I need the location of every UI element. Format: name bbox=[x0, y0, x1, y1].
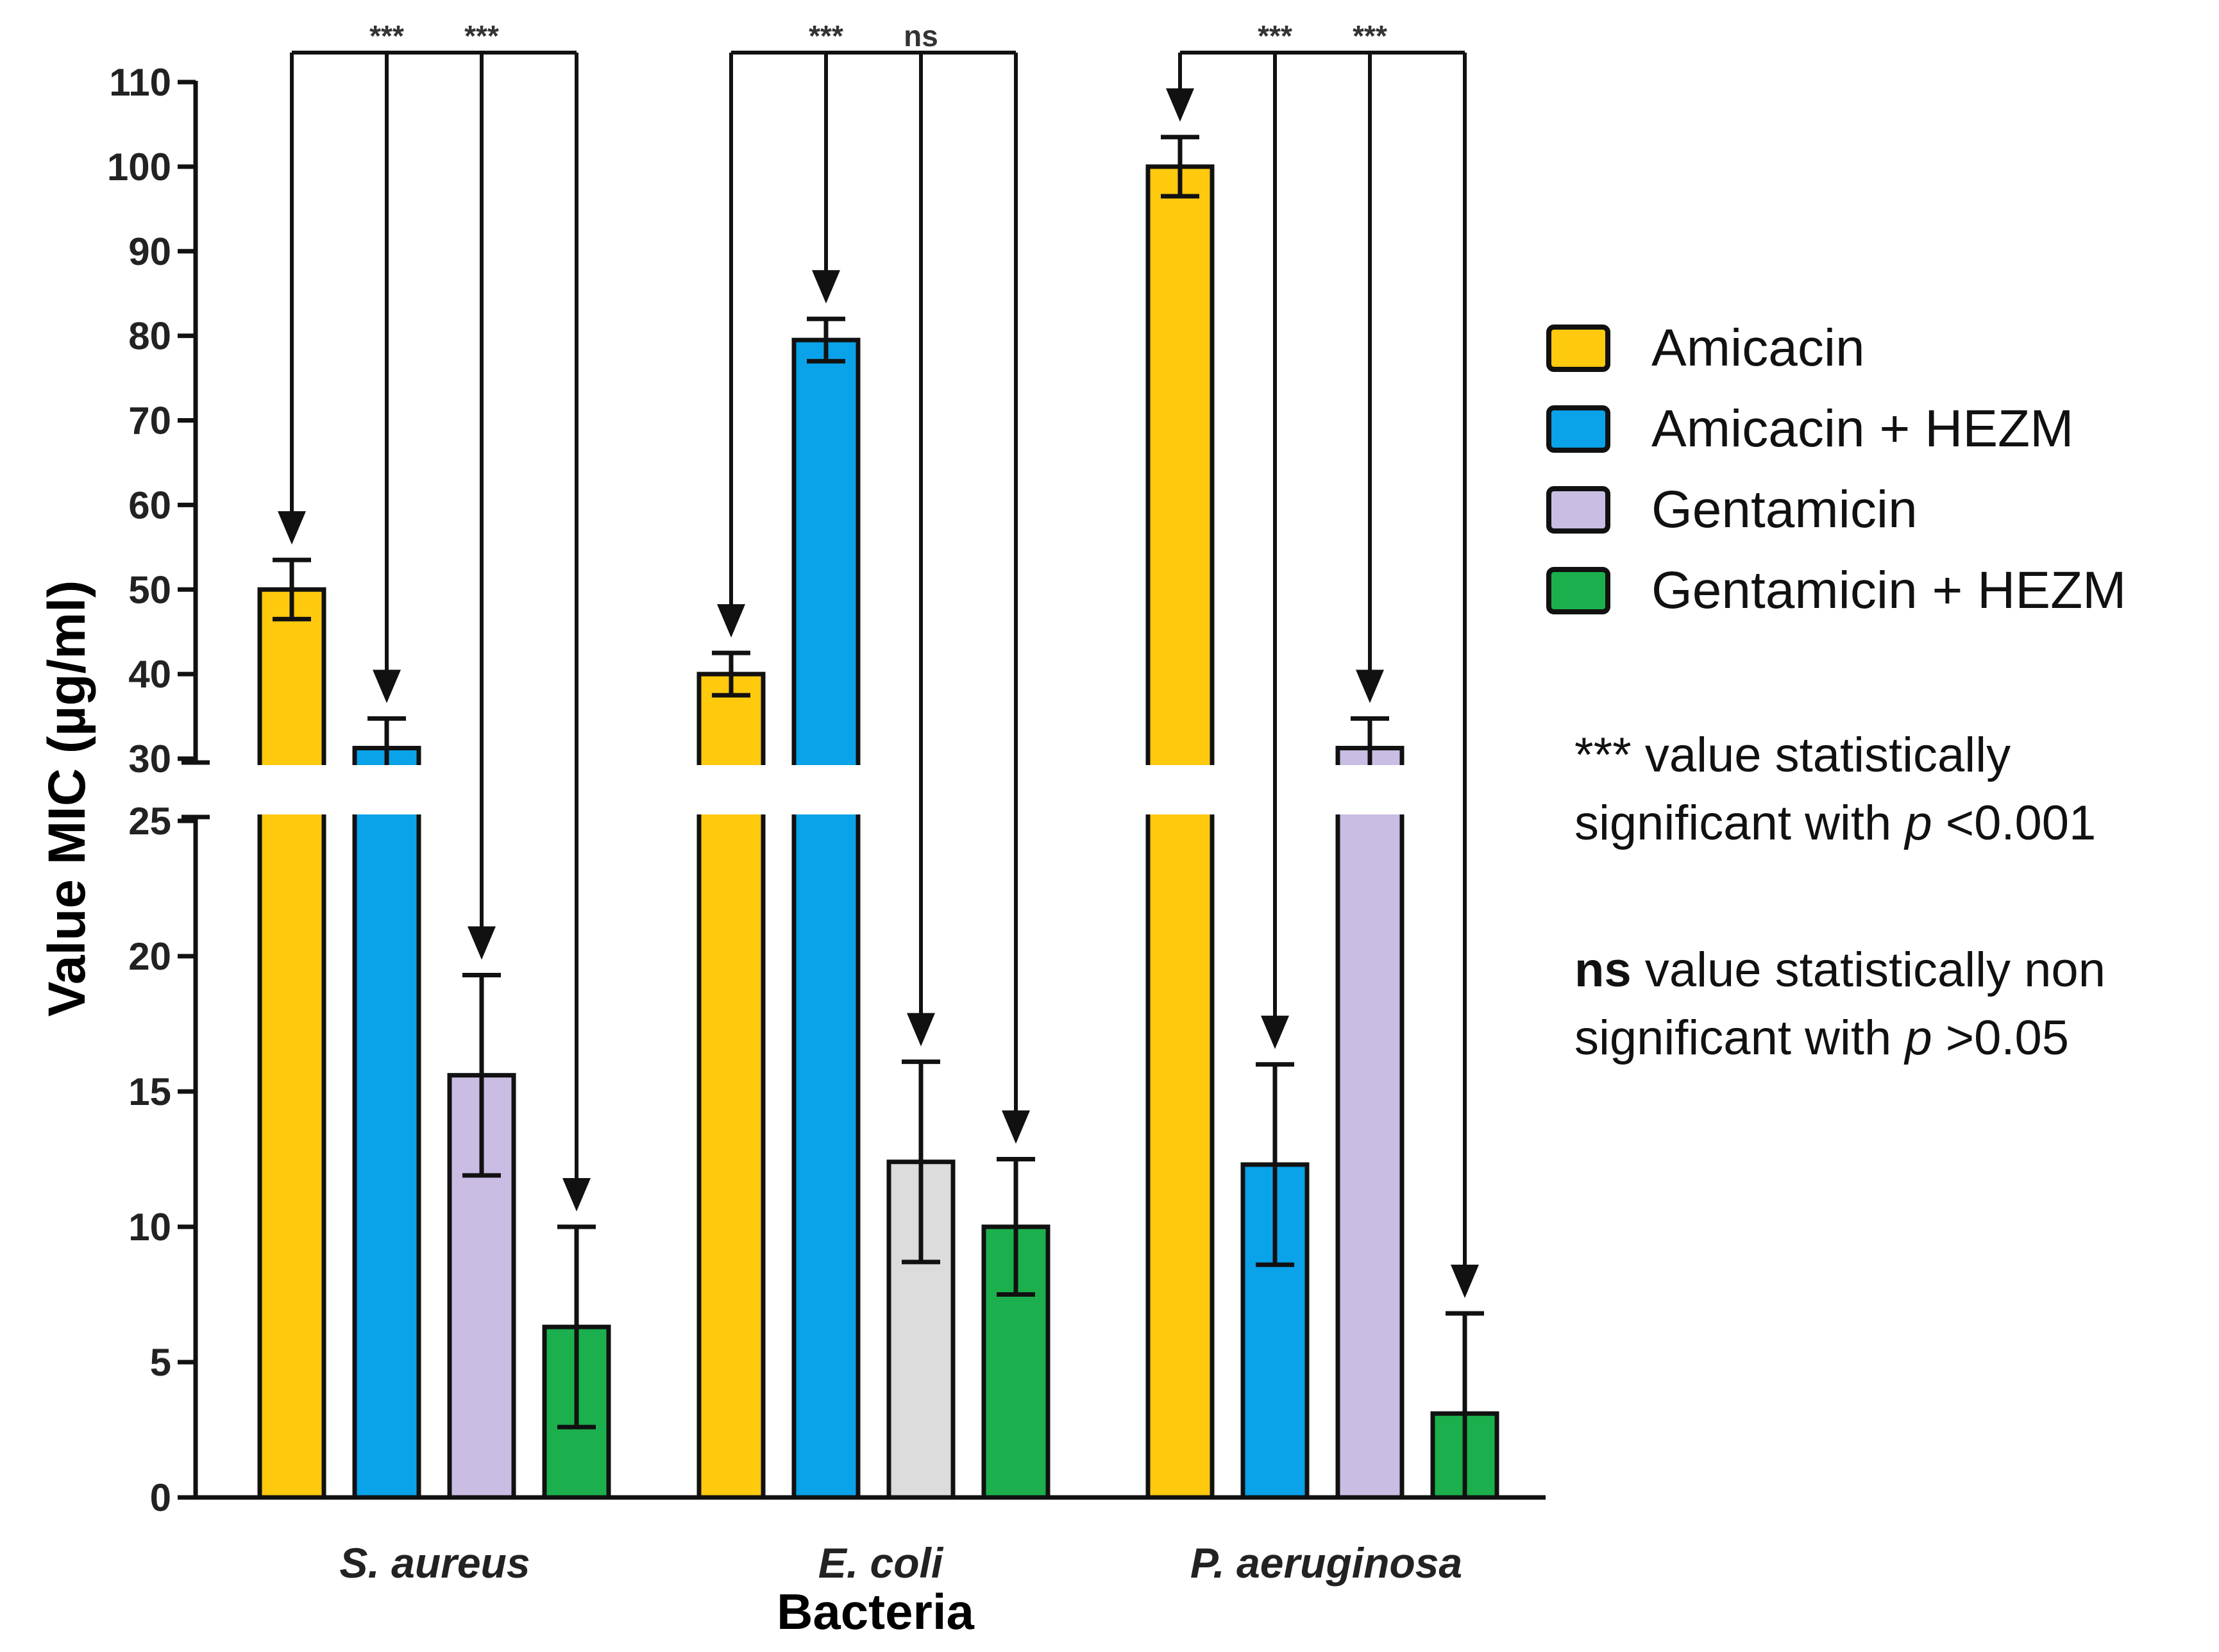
comparison-arrowhead-b-1 bbox=[468, 926, 496, 960]
sig-text-2: significant with bbox=[1574, 796, 1905, 850]
ns-p: p bbox=[1905, 1011, 1932, 1065]
y-tick-label-80: 80 bbox=[128, 315, 171, 358]
ns-threshold: >0.05 bbox=[1932, 1011, 2070, 1065]
comparison-label-3: *** bbox=[809, 19, 843, 53]
axis-break-gap bbox=[0, 765, 1539, 814]
legend-label-2: Amicacin + HEZM bbox=[1651, 400, 2073, 458]
comparison-arrowhead-b-6 bbox=[1451, 1265, 1479, 1299]
legend-swatch-3 bbox=[1546, 486, 1610, 534]
x-tick-label-2: E. coli bbox=[818, 1539, 944, 1587]
comparison-label-6: *** bbox=[1353, 19, 1387, 53]
y-tick-label-20: 20 bbox=[128, 935, 171, 978]
comparison-arrowhead-a-2 bbox=[373, 670, 401, 704]
y-tick-label-5: 5 bbox=[150, 1341, 171, 1384]
comparison-label-1: *** bbox=[369, 19, 404, 53]
comparison-arrowhead-a-1 bbox=[278, 511, 306, 545]
ns-text-1: value statistically non bbox=[1631, 943, 2105, 997]
x-axis: S. aureus E. coli P. aeruginosa bbox=[196, 1495, 1546, 1587]
bar-3-3 bbox=[1335, 746, 1405, 1500]
comparison-arrowhead-a-4 bbox=[812, 270, 840, 304]
legend-swatch-1 bbox=[1546, 324, 1610, 372]
sig-p: p bbox=[1905, 796, 1932, 850]
y-tick-label-0: 0 bbox=[150, 1476, 171, 1519]
legend-label-1: Amicacin bbox=[1651, 319, 1865, 377]
ns-marker: ns bbox=[1574, 943, 1632, 997]
bars-layer bbox=[257, 164, 1499, 1500]
legend-label-4: Gentamicin + HEZM bbox=[1651, 561, 2126, 620]
comparison-label-4: ns bbox=[904, 19, 938, 53]
bar-1-1 bbox=[257, 587, 326, 1500]
y-tick-label-70: 70 bbox=[128, 400, 171, 442]
legend: Amicacin Amicacin + HEZM Gentamicin Gentami… bbox=[1546, 319, 2126, 620]
x-tick-label-3: P. aeruginosa bbox=[1190, 1539, 1462, 1587]
y-tick-label-100: 100 bbox=[107, 146, 171, 189]
y-tick-label-40: 40 bbox=[128, 653, 171, 696]
y-tick-label-90: 90 bbox=[128, 230, 171, 273]
comparison-arrowhead-b-4 bbox=[1002, 1110, 1030, 1144]
sig-threshold: <0.001 bbox=[1932, 796, 2097, 850]
legend-swatch-4 bbox=[1546, 567, 1610, 614]
y-tick-label-25: 25 bbox=[128, 800, 171, 843]
comparison-label-2: *** bbox=[464, 19, 499, 53]
ns-text-2: significant with bbox=[1574, 1011, 1905, 1065]
significance-brackets: *** *** *** ns *** *** bbox=[278, 19, 1479, 1299]
sig-text-1: value statistically bbox=[1631, 728, 2011, 782]
y-tick-label-110: 110 bbox=[109, 61, 171, 104]
y-axis: 30 40 50 60 70 80 90 100 110 0 5 10 15 20 25 bbox=[0, 61, 1539, 1519]
legend-swatch-2 bbox=[1546, 405, 1610, 453]
comparison-arrowhead-a-3 bbox=[717, 604, 745, 638]
legend-label-3: Gentamicin bbox=[1651, 480, 1918, 539]
ns-note: ns value statistically non significant w… bbox=[1574, 936, 2105, 1072]
y-axis-title: Value MIC (µg/ml) bbox=[38, 580, 96, 1017]
comparison-arrowhead-b-2 bbox=[562, 1178, 591, 1211]
comparison-arrowhead-b-3 bbox=[907, 1013, 935, 1047]
y-tick-label-15: 15 bbox=[128, 1070, 171, 1113]
x-axis-title: Bacteria bbox=[777, 1583, 974, 1640]
y-tick-label-60: 60 bbox=[128, 484, 171, 527]
y-tick-label-50: 50 bbox=[128, 568, 171, 611]
bar-2-1 bbox=[352, 746, 421, 1500]
comparison-arrowhead-a-6 bbox=[1261, 1015, 1289, 1049]
significance-note: *** value statistically significant with… bbox=[1574, 721, 2096, 857]
y-tick-label-30: 30 bbox=[128, 738, 171, 780]
x-tick-label-1: S. aureus bbox=[339, 1539, 530, 1587]
bar-2-2 bbox=[791, 337, 861, 1500]
bar-1-3 bbox=[1145, 164, 1215, 1500]
comparison-arrowhead-b-5 bbox=[1356, 670, 1384, 704]
comparison-label-5: *** bbox=[1258, 19, 1292, 53]
sig-marker: *** bbox=[1574, 728, 1632, 782]
comparison-arrowhead-a-5 bbox=[1166, 88, 1194, 122]
y-tick-label-10: 10 bbox=[128, 1206, 171, 1249]
